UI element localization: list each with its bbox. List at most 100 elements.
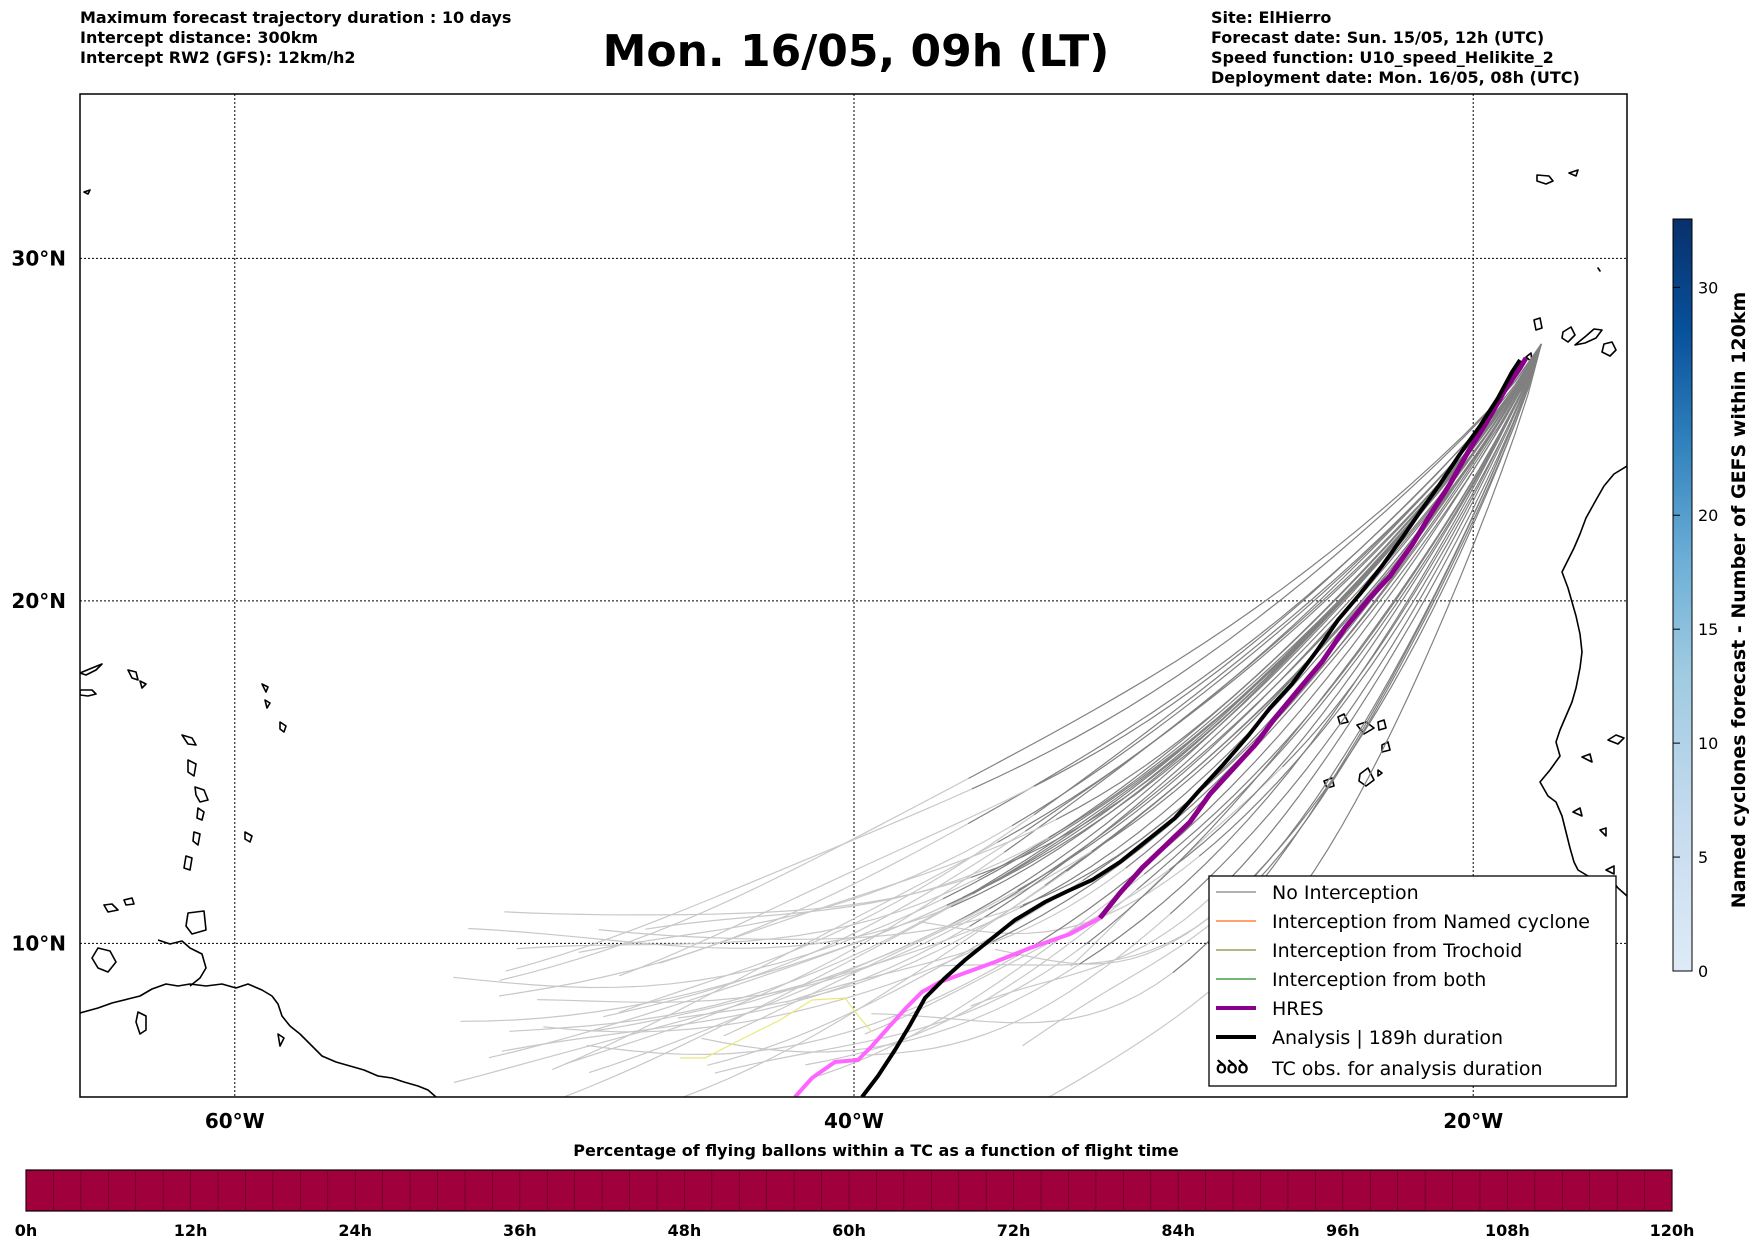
colorbar-right-label: Named cyclones forecast - Number of GEFS… — [1728, 292, 1750, 909]
max-duration-text: Maximum forecast trajectory duration : 1… — [80, 8, 512, 27]
ensemble-trajectory — [942, 343, 1542, 930]
ensemble-trajectory-late — [578, 825, 1013, 953]
map-frame — [79, 93, 1628, 1098]
cyclone-count-colorbar: 0 5 10 15 20 30 Named cyclones forecast - Num… — [1672, 218, 1750, 981]
ensemble-trajectory — [942, 343, 1542, 900]
coast-west-africa — [1539, 465, 1627, 897]
header-left: Maximum forecast trajectory duration : 1… — [80, 8, 511, 68]
colorbar-right-fill — [1672, 218, 1693, 972]
ensemble-trajectory — [970, 343, 1542, 878]
coast-cuba-fragment — [80, 663, 103, 676]
colorbar-right-ticks: 0 5 10 15 20 30 — [1673, 278, 1718, 981]
ensemble-trajectory — [1091, 343, 1542, 852]
bottom-bar-tick-label: 48h — [668, 1221, 702, 1240]
legend: ꝺꝺꝺ No Interception Interception from Na… — [1208, 875, 1617, 1087]
ensemble-trajectory-late — [468, 906, 952, 949]
coast-south-america — [80, 983, 437, 1097]
ensemble-trajectory — [997, 343, 1542, 843]
ensemble-trajectory-late — [504, 876, 972, 916]
lon-tick-label: 40°W — [824, 1109, 884, 1133]
ensemble-trajectory — [1169, 343, 1542, 915]
deployment-date-text: Deployment date: Mon. 16/05, 08h (UTC) — [1211, 68, 1580, 87]
hres-track — [1098, 356, 1529, 920]
ensemble-trajectory — [1168, 343, 1542, 871]
coast-puerto-rico — [80, 689, 97, 697]
colorbar-right-tick-label: 0 — [1698, 962, 1708, 981]
lat-tick-label: 10°N — [11, 931, 66, 955]
ensemble-trajectory — [1198, 343, 1542, 857]
coastlines — [80, 169, 1627, 1097]
ensemble-trajectory-late — [714, 943, 1088, 1074]
coast-bijagos — [1572, 734, 1625, 875]
ensemble-trajectory — [1226, 343, 1542, 882]
bottom-bar-tick-label: 12h — [174, 1221, 208, 1240]
speed-function-text: Speed function: U10_speed_Helikite_2 — [1211, 48, 1554, 67]
colorbar-right-tick-label: 30 — [1698, 278, 1718, 297]
ensemble-trajectory — [1255, 343, 1542, 883]
bottom-bar-tick-label: 120h — [1650, 1221, 1695, 1240]
ensemble-trajectory — [1086, 343, 1542, 945]
bottom-bar-tick-label: 24h — [338, 1221, 372, 1240]
ensemble-trajectory-late — [805, 889, 1137, 1066]
percentage-colorbar: 0h 12h 24h 36h 48h 60h 72h 84h 96h 108h 120h — [15, 1169, 1695, 1240]
legend-label-no-interception: No Interception — [1272, 882, 1419, 904]
ensemble-trajectory-late — [618, 785, 1035, 977]
legend-label-named-cyclone: Interception from Named cyclone — [1272, 911, 1590, 933]
ensemble-trajectory-late — [499, 777, 969, 981]
coast-gulf-paria — [157, 939, 207, 987]
coast-venezuela-islands — [103, 897, 285, 1047]
ensemble-trajectory — [992, 343, 1542, 943]
axis-labels: 60°W 40°W 20°W 30°N 20°N 10°N — [11, 246, 1503, 1133]
coast-maracaibo — [91, 947, 117, 973]
ensemble-trajectory-late — [707, 880, 1083, 1066]
ensemble-trajectory-late — [681, 885, 1046, 1097]
ensemble-trajectory-late — [562, 893, 974, 1097]
legend-label-tc-obs: TC obs. for analysis duration — [1271, 1058, 1543, 1080]
ensemble-trajectory-late — [701, 963, 1080, 1053]
intercept-rw2-text: Intercept RW2 (GFS): 12km/h2 — [80, 48, 356, 67]
analysis-track — [860, 358, 1522, 1097]
legend-tc-symbol: ꝺꝺꝺ — [1216, 1057, 1249, 1078]
bottom-bar-tick-label: 84h — [1161, 1221, 1195, 1240]
ensemble-trajectory — [969, 343, 1542, 927]
ensemble-trajectory-late — [785, 867, 1127, 1003]
ensemble-trajectory-late — [516, 877, 979, 950]
ensemble-trajectory — [1015, 343, 1542, 957]
colorbar-right-tick-label: 20 — [1698, 506, 1718, 525]
header-right: Site: ElHierro Forecast date: Sun. 15/05… — [1211, 8, 1580, 88]
ensemble-trajectory-late — [453, 898, 944, 989]
legend-label-analysis: Analysis | 189h duration — [1272, 1027, 1503, 1049]
main-tracks — [793, 356, 1529, 1097]
ensemble-trajectory-late — [501, 925, 970, 1052]
ensemble-trajectory — [1078, 343, 1542, 965]
hres-track-early — [793, 916, 1101, 1097]
ensemble-trajectory-late — [460, 904, 948, 1022]
lat-tick-label: 20°N — [11, 589, 66, 613]
bottom-bar-tick-label: 0h — [15, 1221, 38, 1240]
ensemble-trajectory — [1209, 343, 1542, 918]
ensemble-trajectory — [977, 343, 1542, 879]
legend-label-trochoid: Interception from Trochoid — [1272, 940, 1522, 962]
coast-hispaniola-fragment — [127, 669, 147, 689]
ensemble-trajectory-late — [938, 917, 1210, 967]
page-title: Mon. 16/05, 09h (LT) — [602, 26, 1110, 77]
ensemble-trajectory-late — [586, 955, 1017, 1056]
ensemble-trajectory-late — [488, 896, 963, 1059]
site-text: Site: ElHierro — [1211, 8, 1332, 27]
coast-cape-verde — [1323, 713, 1391, 789]
ensemble-trajectories — [453, 343, 1542, 1097]
lon-tick-label: 20°W — [1443, 1109, 1503, 1133]
lat-tick-label: 30°N — [11, 246, 66, 270]
trochoid-segment — [680, 997, 873, 1059]
legend-label-hres: HRES — [1272, 998, 1324, 1020]
ensemble-trajectory-late — [543, 941, 993, 1033]
colorbar-right-tick-label: 15 — [1698, 620, 1718, 639]
forecast-date-text: Forecast date: Sun. 15/05, 12h (UTC) — [1211, 28, 1545, 47]
ensemble-trajectory-late — [659, 818, 1057, 964]
bottom-bar-title: Percentage of flying ballons within a TC… — [573, 1141, 1179, 1160]
ensemble-trajectory-late — [505, 788, 973, 972]
ensemble-trajectory-late — [677, 870, 1067, 1019]
bottom-bar-tick-label: 72h — [997, 1221, 1031, 1240]
colorbar-right-tick-label: 5 — [1698, 848, 1708, 867]
